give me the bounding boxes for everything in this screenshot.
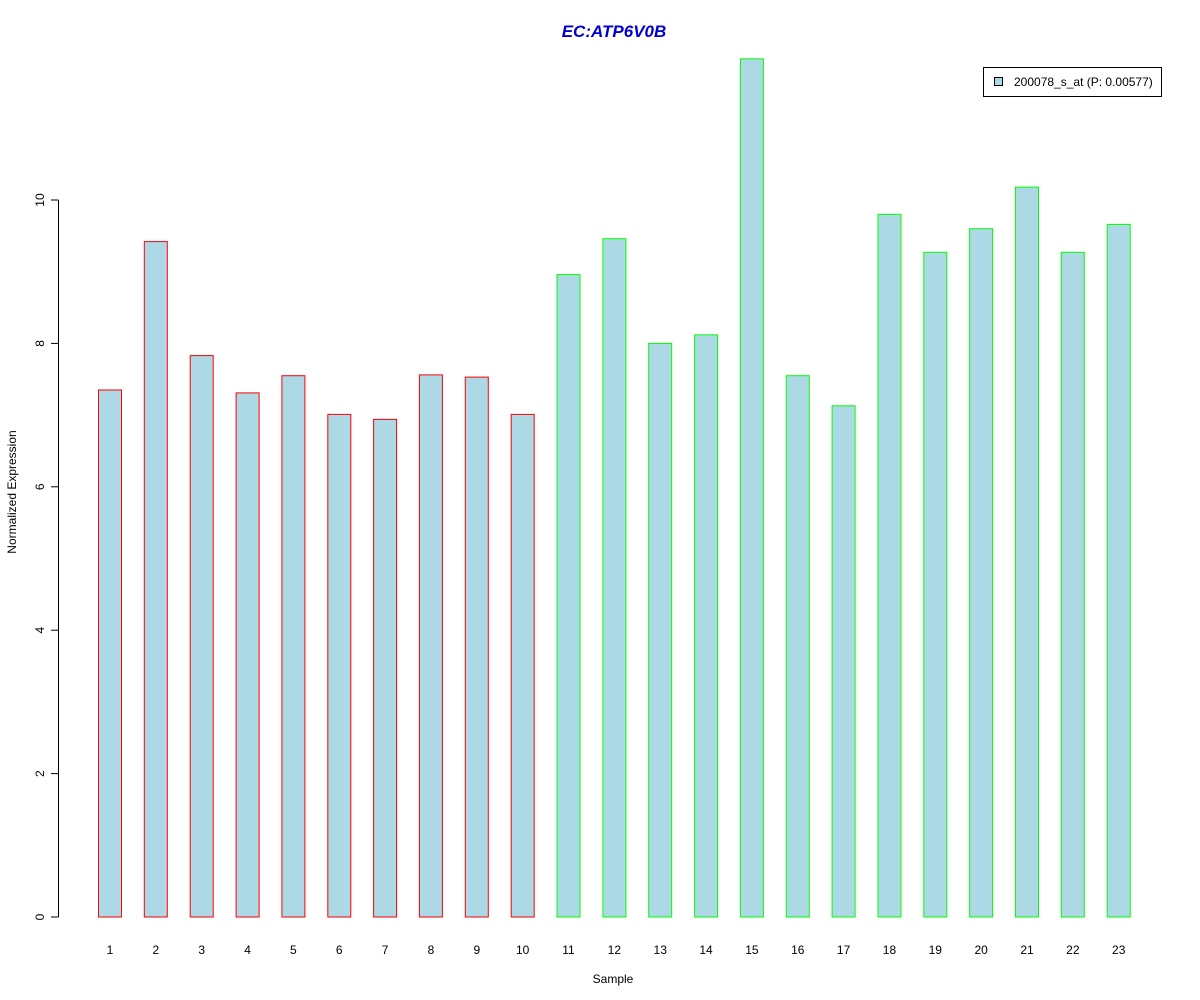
x-tick-label: 19 — [929, 943, 943, 957]
bar-sample-17 — [831, 405, 856, 918]
bar-sample-1 — [98, 389, 122, 918]
x-tick-label: 12 — [608, 943, 622, 957]
bar-sample-20 — [969, 228, 994, 918]
x-tick-label: 9 — [473, 943, 480, 957]
bar-sample-21 — [1015, 186, 1039, 918]
bar-sample-15 — [739, 58, 764, 918]
x-tick-label: 15 — [745, 943, 759, 957]
bars-group — [98, 58, 1131, 918]
y-axis: 0 2 4 6 8 10 — [33, 193, 59, 920]
bar-sample-19 — [923, 251, 948, 918]
x-tick-label: 7 — [382, 943, 389, 957]
bar-sample-11 — [556, 274, 581, 918]
x-tick-label: 11 — [562, 943, 575, 957]
x-tick-label: 14 — [699, 943, 713, 957]
x-tick-label: 5 — [290, 943, 297, 957]
x-tick-label: 20 — [974, 943, 988, 957]
y-tick-label: 10 — [33, 193, 47, 207]
x-tick-label: 8 — [428, 943, 435, 957]
x-tick-label: 13 — [654, 943, 668, 957]
bar-sample-23 — [1106, 223, 1131, 918]
bar-sample-7 — [373, 418, 398, 918]
bar-sample-9 — [464, 376, 489, 918]
bar-sample-4 — [235, 392, 260, 918]
x-tick-label: 17 — [837, 943, 851, 957]
bar-sample-12 — [602, 238, 627, 918]
x-axis: 1 2 3 4 5 6 7 8 9 10 11 12 13 14 15 16 17 18 19 20 21 22 23 — [107, 943, 1126, 957]
bar-sample-14 — [694, 334, 719, 918]
bar-sample-8 — [418, 374, 443, 918]
x-tick-label: 2 — [153, 943, 160, 957]
bar-sample-2 — [143, 241, 168, 918]
bar-sample-10 — [510, 413, 535, 918]
bar-sample-16 — [785, 375, 810, 918]
x-tick-label: 18 — [883, 943, 897, 957]
bar-sample-5 — [281, 375, 306, 918]
legend-swatch — [994, 77, 1003, 86]
y-axis-title: Normalized Expression — [5, 430, 19, 553]
x-tick-label: 23 — [1112, 943, 1126, 957]
bar-sample-3 — [189, 355, 214, 918]
x-tick-label: 6 — [336, 943, 343, 957]
y-tick-label: 2 — [33, 770, 47, 777]
bar-sample-6 — [327, 413, 352, 918]
chart-title: EC:ATP6V0B — [562, 22, 667, 41]
x-tick-label: 4 — [244, 943, 251, 957]
legend: 200078_s_at (P: 0.00577) — [983, 67, 1162, 97]
x-tick-label: 10 — [516, 943, 530, 957]
x-tick-label: 16 — [791, 943, 805, 957]
y-tick-label: 6 — [33, 483, 47, 490]
x-tick-label: 1 — [107, 943, 114, 957]
bar-sample-22 — [1060, 251, 1085, 918]
y-tick-label: 8 — [33, 340, 47, 347]
x-tick-label: 3 — [198, 943, 205, 957]
y-tick-label: 0 — [33, 913, 47, 920]
legend-box — [983, 67, 1162, 97]
y-tick-label: 4 — [33, 627, 47, 634]
x-tick-label: 21 — [1020, 943, 1034, 957]
legend-label: 200078_s_at (P: 0.00577) — [1014, 75, 1153, 89]
x-tick-label: 22 — [1066, 943, 1080, 957]
x-axis-title: Sample — [593, 972, 634, 986]
bar-sample-18 — [877, 213, 902, 918]
bar-sample-13 — [648, 342, 673, 918]
